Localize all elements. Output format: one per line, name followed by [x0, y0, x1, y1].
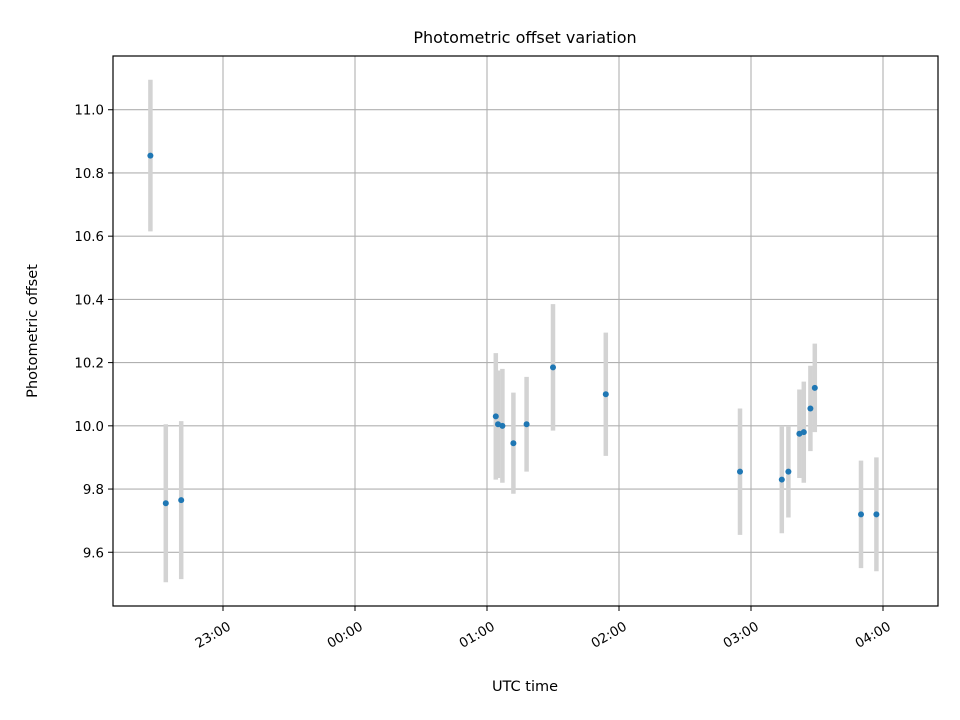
- y-tick-label: 10.6: [74, 230, 104, 245]
- data-point: [785, 468, 792, 475]
- data-point: [523, 421, 530, 428]
- y-tick-label: 10.8: [74, 167, 104, 182]
- data-point: [147, 152, 154, 159]
- y-tick-label: 10.2: [74, 357, 104, 372]
- data-point: [510, 440, 517, 447]
- data-point: [499, 422, 506, 429]
- data-point: [811, 384, 818, 391]
- data-point: [800, 429, 807, 436]
- data-point: [858, 511, 864, 518]
- y-tick-label: 10.4: [74, 293, 104, 308]
- y-tick-label: 11.0: [74, 104, 104, 119]
- data-point: [178, 497, 185, 504]
- grid: [113, 56, 938, 606]
- data-point: [602, 391, 609, 398]
- chart-title: Photometric offset variation: [413, 28, 636, 47]
- y-tick-label: 9.6: [83, 546, 104, 561]
- data-point: [492, 413, 499, 420]
- data-point: [550, 364, 556, 371]
- y-tick-label: 9.8: [83, 483, 104, 498]
- y-tick-label: 10.0: [74, 420, 104, 435]
- x-axis-title: UTC time: [492, 679, 558, 695]
- data-point: [162, 500, 169, 507]
- data-point: [778, 476, 785, 483]
- data-point: [737, 468, 743, 475]
- data-point: [807, 405, 814, 412]
- data-points: [147, 152, 880, 518]
- y-axis-title: Photometric offset: [25, 264, 41, 398]
- data-point: [873, 511, 880, 518]
- plot-frame: [112, 55, 939, 607]
- y-axis: 9.6 9.8 10.0 10.2 10.4 10.6 10.8 11.0: [74, 104, 113, 561]
